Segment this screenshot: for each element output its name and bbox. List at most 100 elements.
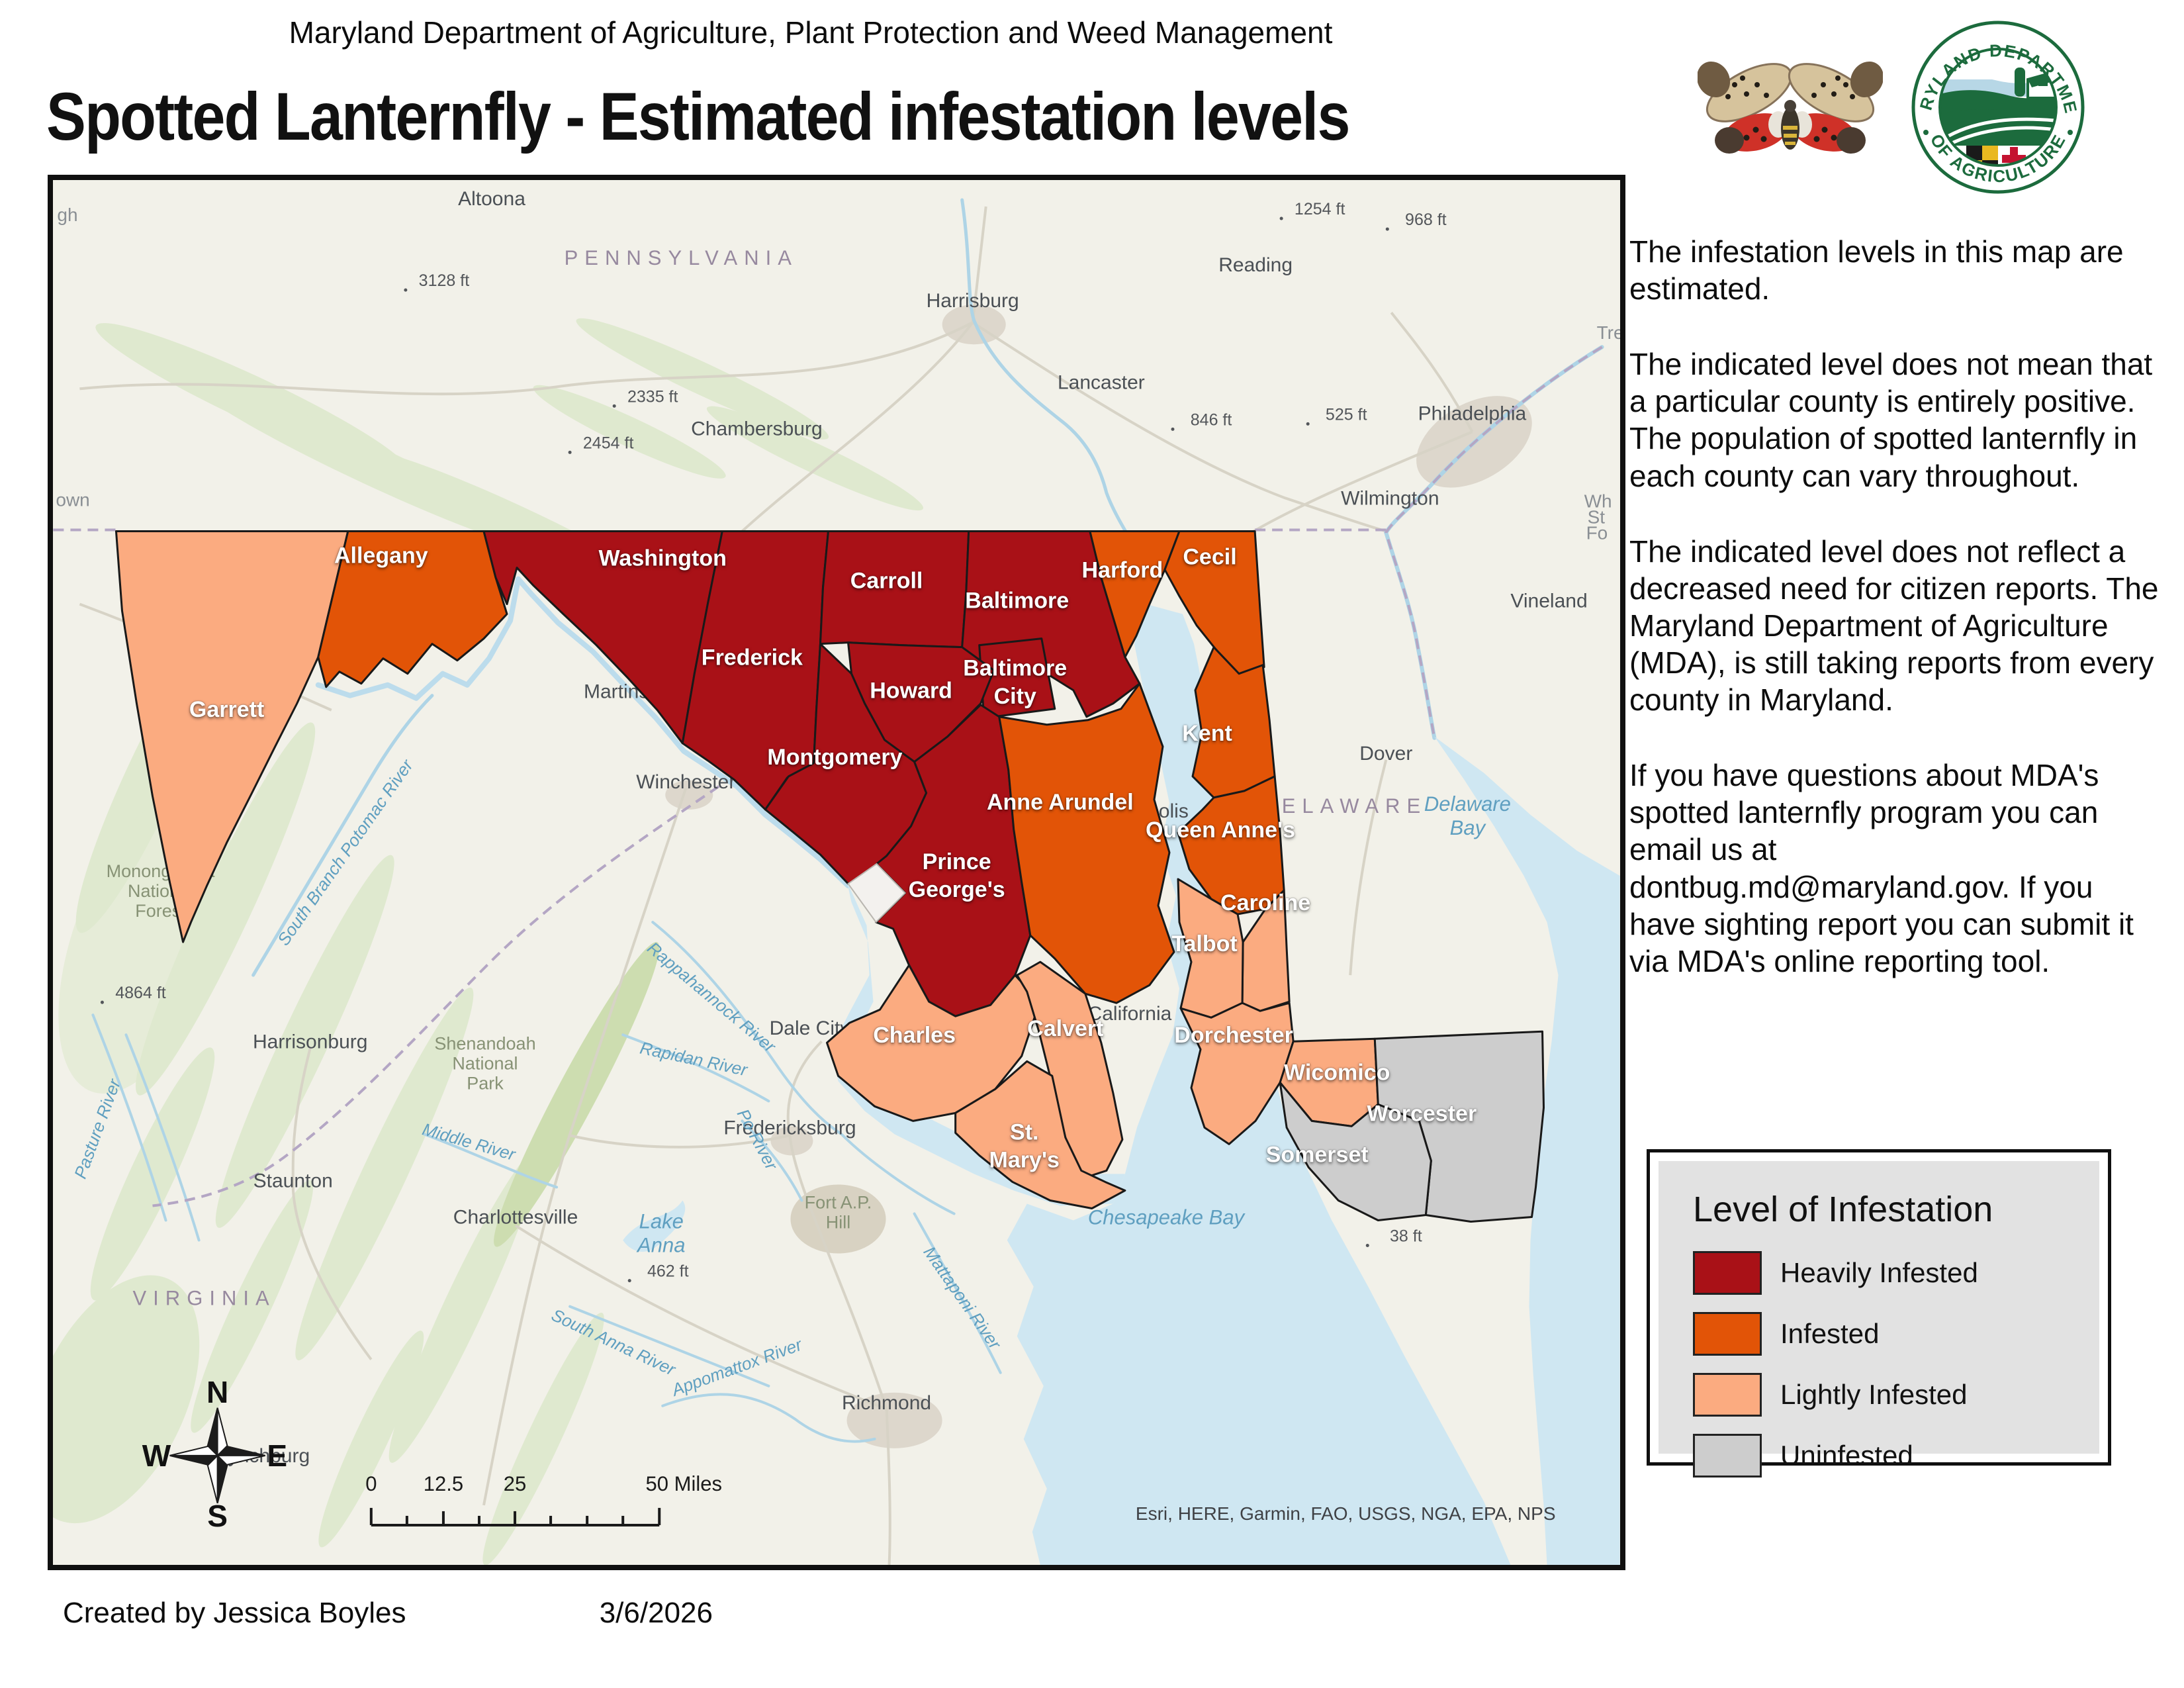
county-label-somerset: Somerset (1266, 1142, 1369, 1167)
basemap-city-label: Lancaster (1058, 371, 1145, 393)
county-label-queen-anne-s: Queen Anne's (1146, 818, 1295, 843)
basemap-city-label: California (1088, 1003, 1172, 1025)
compass-w: W (142, 1438, 171, 1473)
legend-label-light: Lightly Infested (1780, 1379, 1968, 1410)
water-body-label: Chesapeake Bay (1088, 1206, 1246, 1229)
elevation-label: 4864 ft (115, 984, 166, 1002)
elevation-label: 38 ft (1390, 1227, 1422, 1246)
legend-swatch-light (1693, 1373, 1762, 1417)
elevation-label: 968 ft (1405, 211, 1447, 229)
county-label-garrett: Garrett (189, 697, 264, 722)
legend-item-infested: Infested (1693, 1309, 2099, 1358)
county-label-dorchester: Dorchester (1174, 1023, 1293, 1048)
basemap-nature-label: Fort A.P. Hill (805, 1192, 872, 1232)
elevation-label: 2335 ft (627, 387, 678, 406)
basemap-city-label: Reading (1218, 254, 1293, 276)
legend-title: Level of Infestation (1693, 1190, 1993, 1229)
scale-label: 50 Miles (646, 1472, 723, 1495)
basemap-state-label: DELAWARE (1260, 794, 1427, 818)
spotted-lanternfly-image (1696, 48, 1884, 177)
basemap-city-label: Chambersburg (691, 418, 823, 440)
basemap-city-label: Richmond (842, 1392, 931, 1414)
elevation-label: 1254 ft (1295, 200, 1345, 218)
basemap-city-label: Wilmington (1341, 487, 1439, 509)
basemap-city-label: Dover (1359, 743, 1412, 765)
mda-logo: MARYLAND DEPARTMENT OF AGRICULTURE (1901, 0, 2087, 198)
legend-item-heavy: Heavily Infested (1693, 1248, 2099, 1297)
terrain-ridges (26, 318, 924, 1566)
county-shape-queen-anne-s (1177, 775, 1285, 915)
elevation-label: 462 ft (647, 1262, 689, 1281)
elevation-label: 846 ft (1191, 410, 1232, 429)
county-label-washington: Washington (599, 546, 727, 571)
legend-swatch-none (1693, 1434, 1762, 1477)
lake-anna (623, 1200, 686, 1252)
basemap-city-label: Charlottesville (453, 1207, 578, 1229)
map-canvas: Altoona Harrisburg Reading Lancaster Philade… (26, 175, 1625, 1570)
county-label-montgomery: Montgomery (767, 745, 902, 770)
legend-item-none: Uninfested (1693, 1431, 2099, 1480)
county-label-anne-arundel: Anne Arundel (987, 790, 1134, 815)
attribution: Esri, HERE, Garmin, FAO, USGS, NGA, EPA,… (1136, 1503, 1556, 1524)
washington-dc-area (847, 863, 907, 923)
county-shape-garrett (114, 530, 349, 943)
basemap-city-label: Altoona (458, 188, 525, 210)
page-title: Spotted Lanternfly - Estimated infestati… (46, 79, 1350, 154)
basemap-city-label: Vineland (1510, 590, 1587, 612)
county-label-allegany: Allegany (334, 543, 428, 569)
county-label-cecil: Cecil (1183, 545, 1236, 570)
legend-label-none: Uninfested (1780, 1440, 1913, 1471)
footer-credit: Created by Jessica Boyles (63, 1597, 406, 1629)
legend-label-infested: Infested (1780, 1318, 1880, 1349)
sidebar-paragraph-1: The infestation levels in this map are e… (1629, 234, 2124, 306)
legend-item-light: Lightly Infested (1693, 1370, 2099, 1419)
county-label-harford: Harford (1081, 558, 1163, 583)
potomac-river (831, 881, 1125, 1206)
county-shape-anne-arundel (998, 682, 1175, 1004)
basemap-city-label: Winchester (636, 771, 735, 793)
legend-label-heavy: Heavily Infested (1780, 1257, 1978, 1288)
legend-swatch-heavy (1693, 1251, 1762, 1295)
compass-rose: N S W E (142, 1375, 287, 1533)
scale-label: 0 (365, 1472, 377, 1495)
county-label-talbot: Talbot (1171, 931, 1238, 957)
basemap-city-label: Philadelphia (1418, 402, 1527, 424)
county-label-wicomico: Wicomico (1284, 1060, 1390, 1085)
water-body-label: Lake Anna (636, 1210, 685, 1257)
county-label-baltimore-city: Baltimore City (963, 656, 1067, 709)
compass-s: S (207, 1499, 228, 1533)
county-label-prince-george-s: Prince George's (909, 849, 1005, 902)
basemap-city-label: Fredericksburg (723, 1117, 856, 1139)
county-label-worcester: Worcester (1367, 1101, 1477, 1126)
basemap-city-label: Staunton (253, 1170, 333, 1192)
county-shape-somerset (1279, 1081, 1432, 1222)
sidebar-paragraph-3: The indicated level does not reflect a d… (1629, 534, 2159, 718)
county-label-baltimore: Baltimore (965, 588, 1069, 614)
sidebar-notes: The infestation levels in this map are e… (1629, 233, 2163, 1018)
basemap-label-fragment: own (56, 489, 89, 510)
compass-e: E (267, 1438, 287, 1473)
scale-label: 25 (504, 1472, 527, 1495)
county-label-kent: Kent (1182, 721, 1232, 746)
sidebar-paragraph-2: The indicated level does not mean that a… (1629, 347, 2153, 493)
elevation-label: 3128 ft (419, 271, 470, 290)
basemap-label-fragment: gh (57, 205, 77, 225)
county-label-carroll: Carroll (850, 569, 923, 594)
water-body-label: Delaware Bay (1424, 792, 1511, 839)
state-borders (53, 346, 1603, 1207)
legend-inner: Level of Infestation Heavily Infested Inf… (1659, 1161, 2099, 1477)
basemap-label-fragment: St (1588, 506, 1606, 527)
basemap-state-label: PENNSYLVANIA (565, 246, 798, 269)
basemap-label-fragment: Tre (1597, 322, 1620, 343)
county-label-howard: Howard (870, 679, 952, 704)
compass-n: N (206, 1375, 228, 1409)
county-label-calvert: Calvert (1027, 1016, 1103, 1041)
basemap-state-label: VIRGINIA (132, 1287, 275, 1310)
elevation-label: 525 ft (1326, 405, 1367, 424)
county-label-caroline: Caroline (1220, 890, 1310, 915)
elevation-label: 2454 ft (583, 434, 634, 452)
basemap-label-fragment: Fo (1586, 523, 1608, 543)
county-shape-st-mary-s (954, 1060, 1126, 1209)
basemap-city-label: Harrisburg (927, 290, 1019, 312)
sidebar-paragraph-4: If you have questions about MDA's spotte… (1629, 758, 2134, 978)
